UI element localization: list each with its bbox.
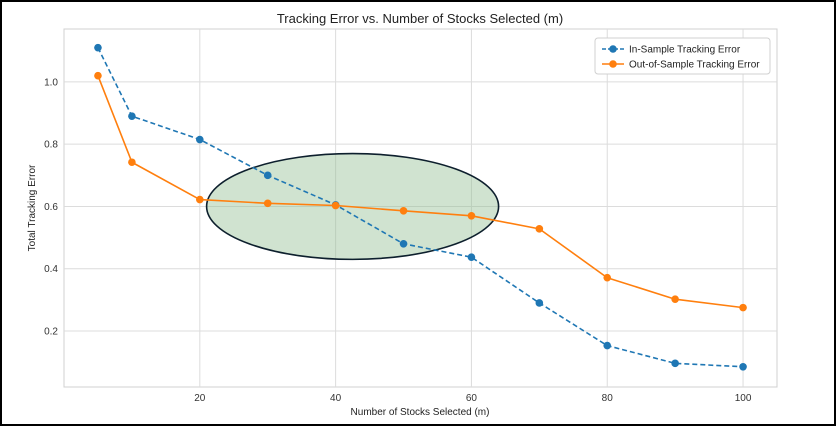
legend-label-in-sample: In-Sample Tracking Error (629, 45, 741, 56)
legend-label-out-of-sample: Out-of-Sample Tracking Error (629, 60, 760, 71)
y-tick-labels: 0.2 0.4 0.6 0.8 1.0 (44, 77, 58, 337)
legend-box (594, 37, 771, 75)
data-point (94, 71, 102, 80)
series-layer (94, 43, 747, 371)
legend: In-Sample Tracking Error Out-of-Sample T… (594, 37, 771, 75)
legend-marker-out-of-sample (609, 60, 617, 68)
x-tick-labels: 20 40 60 80 100 (194, 393, 752, 404)
data-point (671, 295, 679, 304)
data-point (331, 201, 340, 210)
data-point (128, 158, 136, 167)
data-point (739, 303, 747, 312)
data-point (739, 362, 747, 371)
x-tick-label: 60 (466, 393, 478, 404)
data-point (94, 43, 102, 52)
data-point (399, 207, 408, 215)
data-point (671, 359, 679, 368)
x-tick-label: 20 (194, 393, 206, 404)
x-tick-label: 80 (602, 393, 614, 404)
y-axis-title: Total Tracking Error (27, 164, 38, 251)
x-tick-label: 40 (330, 393, 342, 404)
data-point (535, 225, 544, 233)
data-point (263, 171, 272, 180)
data-point (196, 195, 204, 204)
data-point (128, 112, 136, 120)
data-point (603, 341, 612, 350)
chart-title: Tracking Error vs. Number of Stocks Sele… (277, 11, 563, 26)
y-tick-label: 0.6 (44, 202, 58, 213)
x-axis-title: Number of Stocks Selected (m) (351, 407, 490, 418)
data-point (196, 135, 204, 144)
data-point (399, 240, 408, 248)
data-point (535, 299, 544, 307)
series-out-of-sample (94, 71, 747, 312)
data-point (467, 211, 476, 220)
grid-lines (64, 29, 777, 387)
y-tick-label: 0.8 (44, 140, 58, 151)
series-in-sample (94, 43, 747, 371)
plot-area (63, 28, 778, 388)
x-tick-label: 100 (735, 393, 752, 404)
data-point (467, 253, 476, 261)
y-tick-label: 0.4 (44, 264, 58, 275)
y-tick-label: 1.0 (44, 77, 58, 88)
legend-marker-in-sample (609, 45, 617, 53)
data-point (263, 199, 272, 208)
y-tick-label: 0.2 (44, 326, 58, 337)
data-point (603, 273, 612, 282)
